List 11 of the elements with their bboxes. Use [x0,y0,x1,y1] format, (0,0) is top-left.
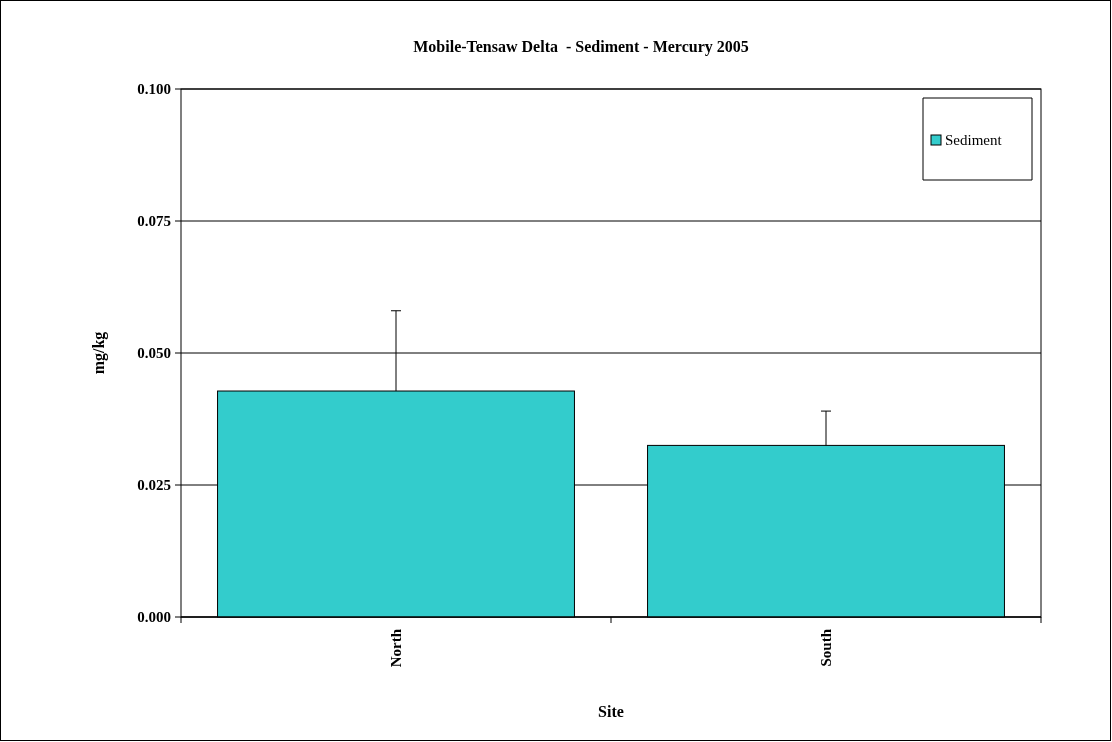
legend-label: Sediment [945,132,1003,149]
y-tick-label: 0.000 [137,609,171,626]
x-axis-title: Site [598,703,624,720]
y-tick-label: 0.075 [137,213,171,230]
y-axis-title: mg/kg [90,331,108,375]
y-tick-label: 0.025 [137,477,171,494]
y-tick-label: 0.100 [137,81,171,98]
y-tick-label: 0.050 [137,345,171,362]
x-tick-label: South [818,628,835,667]
x-tick-label: North [388,628,405,668]
chart-title: Mobile-Tensaw Delta - Sediment - Mercury 2005 [413,38,749,56]
